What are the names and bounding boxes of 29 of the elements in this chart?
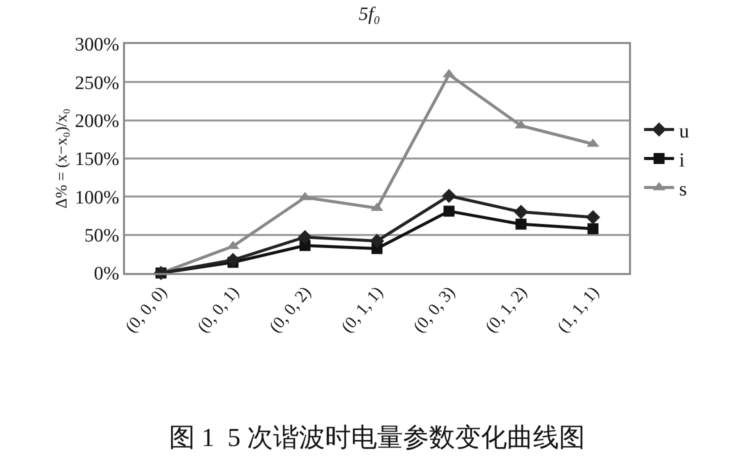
- caption: 图 1 5 次谐波时电量参数变化曲线图: [169, 423, 585, 452]
- x-tick-label: (0, 1, 1): [337, 282, 387, 336]
- point: [514, 204, 528, 220]
- point: [442, 188, 456, 204]
- y-tick-label: 100%: [74, 187, 120, 208]
- chart-title: 5f₀: [358, 4, 380, 26]
- y-tick-label: 250%: [74, 72, 120, 94]
- point: [370, 234, 384, 248]
- legend-label: i: [679, 149, 686, 172]
- x-tick-label: (0, 0, 0): [121, 282, 171, 336]
- x-tick-label: (0, 0, 1): [193, 282, 243, 336]
- y-tick-label: 300%: [74, 34, 120, 56]
- point: [516, 218, 526, 230]
- y-tick-label: 150%: [74, 149, 120, 170]
- y-tick-label: 200%: [74, 110, 120, 132]
- point: [588, 223, 598, 234]
- y-axis-title: Δ% = (x−x₀)/x₀: [53, 108, 70, 208]
- legend-label: u: [679, 120, 690, 142]
- y-tick-label: 0%: [94, 264, 120, 285]
- y-tick-label: 50%: [84, 225, 120, 246]
- x-tick-label: (0, 1, 2): [481, 282, 531, 336]
- x-tick-label: (0, 0, 2): [265, 282, 315, 336]
- point: [586, 210, 600, 224]
- point: [444, 206, 454, 217]
- x-tick-label: (1, 1, 1): [553, 282, 603, 336]
- legend-label: s: [679, 178, 688, 200]
- point: [298, 230, 312, 244]
- x-tick-label: (0, 0, 3): [409, 282, 459, 336]
- point: [226, 252, 240, 268]
